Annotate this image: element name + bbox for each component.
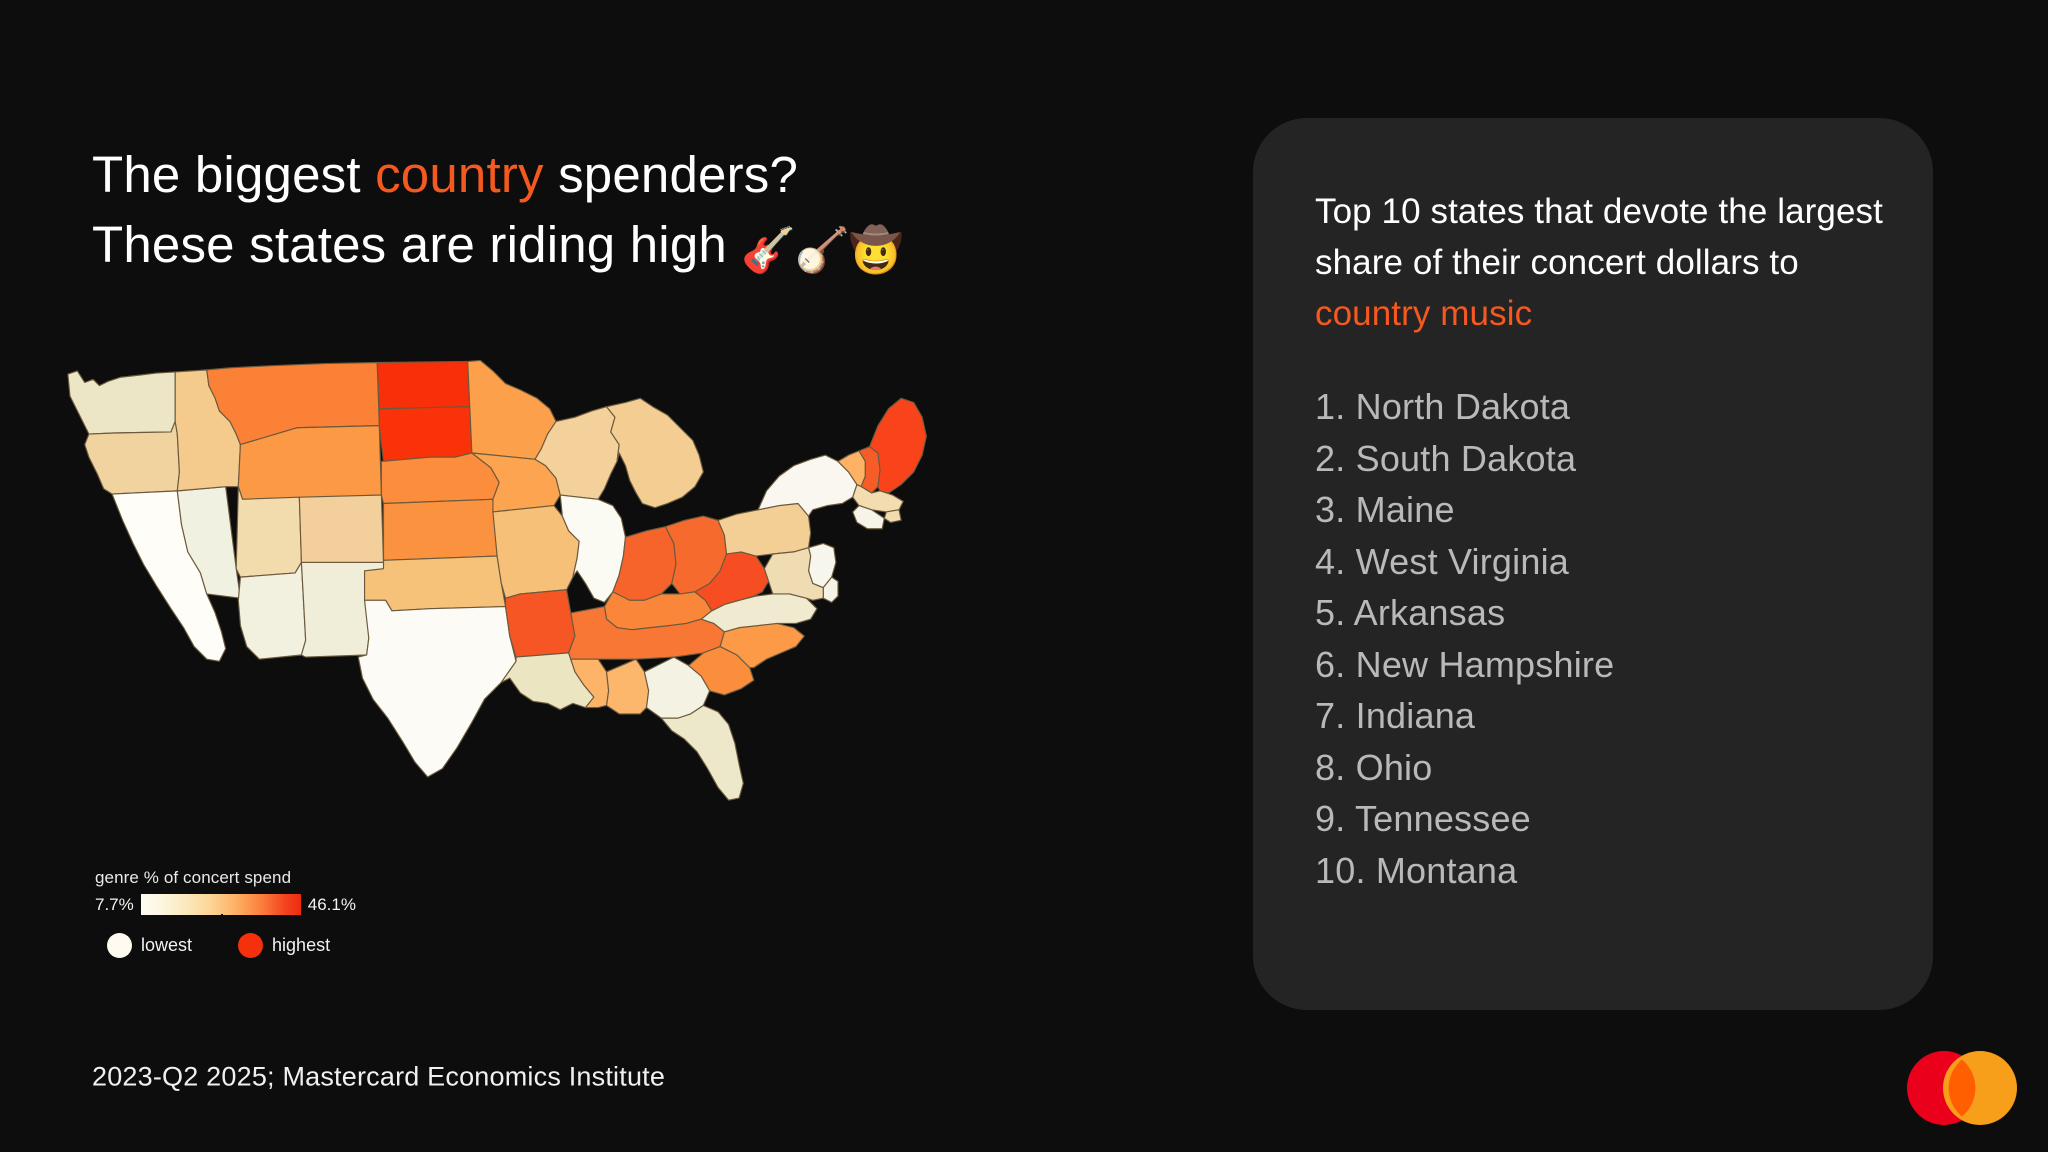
panel-intro-accent: country music <box>1315 294 1533 333</box>
state-AR[interactable] <box>504 589 576 658</box>
panel-intro-text: Top 10 states that devote the largest sh… <box>1315 186 1893 339</box>
state-MS[interactable] <box>570 658 610 709</box>
state-NV[interactable] <box>176 486 241 599</box>
state-SD[interactable] <box>378 406 473 462</box>
headline-line-2: These states are riding high 🎸🪕🤠 <box>92 210 1172 286</box>
legend-gradient-bar <box>140 894 301 921</box>
legend-key-lowest: lowest <box>107 933 192 958</box>
state-AL[interactable] <box>605 658 650 715</box>
map-legend: genre % of concert spend 7.7% 46.1% lowe… <box>95 868 455 958</box>
list-item: 5. Arkansas <box>1315 592 1506 633</box>
state-AZ[interactable] <box>237 561 307 660</box>
state-TX[interactable] <box>357 599 517 778</box>
state-SC[interactable] <box>688 645 755 696</box>
state-CO[interactable] <box>298 494 385 563</box>
list-item: 8. Ohio <box>1315 746 1433 788</box>
top10-list: 1. North Dakota 2. South Dakota 3. Maine… <box>1315 381 1893 896</box>
list-item: 3. Maine <box>1315 489 1455 530</box>
legend-max-value: 46.1% <box>307 894 356 914</box>
headline-line-1-post: spenders? <box>543 146 799 203</box>
state-WA[interactable] <box>67 370 176 435</box>
panel-intro-pre: Top 10 states that devote the largest sh… <box>1315 192 1883 282</box>
legend-keys: lowest highest <box>107 933 455 958</box>
legend-scale: 7.7% 46.1% <box>95 894 455 921</box>
list-item: 4. West Virginia <box>1315 540 1569 582</box>
headline-line-1-pre: The biggest <box>92 146 376 203</box>
legend-key-highest: highest <box>238 933 330 958</box>
state-MI[interactable] <box>605 397 704 509</box>
legend-title: genre % of concert spend <box>95 868 292 887</box>
us-map-svg <box>67 359 927 801</box>
source-footnote: 2023-Q2 2025; Mastercard Economics Insti… <box>92 1061 666 1092</box>
list-item: 6. New Hampshire <box>1315 643 1615 685</box>
headline-accent-country: country <box>375 146 544 203</box>
banjo-icon: 🪕 <box>795 226 850 275</box>
state-FL[interactable] <box>660 704 744 801</box>
legend-key-highest-label: highest <box>272 935 331 955</box>
list-item: 7. Indiana <box>1315 695 1476 736</box>
states-layer <box>67 359 927 801</box>
state-CT[interactable] <box>852 505 885 530</box>
highest-swatch-icon <box>238 933 264 958</box>
legend-tick-marker <box>220 914 223 921</box>
state-ND[interactable] <box>376 360 471 410</box>
top10-panel: Top 10 states that devote the largest sh… <box>1253 118 1933 1010</box>
state-UT[interactable] <box>235 486 303 578</box>
state-KS[interactable] <box>382 498 498 561</box>
headline-line-2-text: These states are riding high <box>92 216 742 273</box>
mastercard-logo-icon <box>1907 1051 2017 1125</box>
state-MD[interactable] <box>763 547 824 601</box>
lowest-swatch-icon <box>107 933 132 958</box>
cowboy-hat-face-icon: 🤠 <box>848 226 904 275</box>
list-item: 2. South Dakota <box>1315 437 1577 479</box>
mastercard-overlap <box>1948 1059 1976 1117</box>
headline-block: The biggest country spenders? These stat… <box>92 140 1172 286</box>
list-item: 9. Tennessee <box>1315 798 1531 839</box>
top10-panel-content: Top 10 states that devote the largest sh… <box>1315 186 1893 896</box>
state-IL[interactable] <box>559 494 627 603</box>
legend-key-lowest-label: lowest <box>141 935 193 955</box>
state-RI[interactable] <box>883 509 902 524</box>
state-ME[interactable] <box>868 397 927 494</box>
list-item: 10. Montana <box>1315 849 1518 891</box>
state-PA[interactable] <box>717 502 812 557</box>
guitar-icon: 🎸 <box>741 226 796 275</box>
legend-min-value: 7.7% <box>95 894 134 914</box>
headline-line-1: The biggest country spenders? <box>92 140 1172 210</box>
us-choropleth-map <box>30 355 1040 915</box>
list-item: 1. North Dakota <box>1315 386 1571 427</box>
